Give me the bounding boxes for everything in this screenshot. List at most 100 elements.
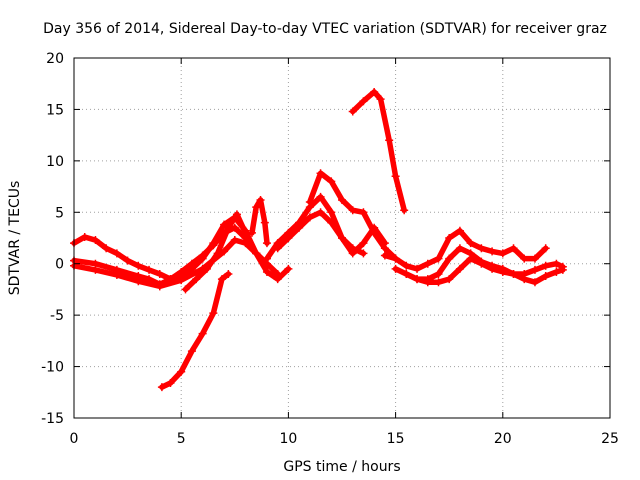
data-point (391, 172, 400, 181)
data-point (224, 270, 233, 278)
data-point (181, 285, 190, 294)
series-arc-11 (382, 228, 549, 272)
data-point (391, 254, 400, 263)
data-point (316, 192, 325, 201)
data-point (477, 244, 486, 253)
y-tick-label: -5 (50, 308, 64, 324)
data-point (273, 270, 282, 278)
y-tick-label: 0 (55, 257, 64, 273)
data-point (359, 208, 368, 217)
y-tick-label: 10 (46, 154, 64, 170)
data-point (370, 228, 379, 237)
y-tick-labels: -15 -10 -5 0 5 10 15 20 (41, 51, 64, 427)
data-point (348, 206, 357, 215)
x-tick-labels: 0 5 10 15 20 25 (70, 431, 619, 447)
data-point (359, 249, 368, 258)
data-point (434, 254, 443, 263)
data-point (520, 275, 529, 284)
data-point (488, 264, 497, 273)
data-point (455, 244, 464, 253)
data-point (305, 213, 314, 222)
data-point (247, 228, 256, 237)
y-tick-label: 5 (55, 205, 64, 221)
data-point (155, 282, 164, 291)
x-tick-label: 5 (177, 431, 186, 447)
data-point (192, 275, 201, 284)
data-point (423, 278, 432, 287)
y-tick-label: -15 (41, 411, 64, 427)
data-point (413, 275, 422, 284)
y-tick-label: 15 (46, 102, 64, 118)
data-point (305, 198, 314, 206)
data-point (145, 265, 154, 274)
plot-frame (73, 57, 611, 419)
data-point (316, 208, 325, 217)
data-series (70, 87, 567, 392)
data-point (359, 97, 368, 106)
x-tick-label: 0 (70, 431, 79, 447)
data-point (295, 223, 304, 232)
data-point (376, 95, 385, 104)
data-point (380, 244, 389, 253)
data-point (391, 264, 400, 273)
data-point (198, 251, 207, 260)
y-tick-label: -10 (41, 360, 64, 376)
data-point (177, 367, 186, 376)
data-point (220, 220, 229, 229)
data-point (230, 236, 239, 245)
data-point (134, 261, 143, 270)
data-point (477, 259, 486, 268)
x-tick-label: 15 (387, 431, 405, 447)
data-point (327, 208, 336, 217)
data-point (256, 195, 265, 204)
data-point (260, 218, 269, 227)
data-point (552, 259, 561, 268)
data-point (273, 244, 282, 253)
data-point (177, 267, 186, 276)
data-point (402, 270, 411, 278)
series-arc-4 (159, 271, 232, 390)
data-point (155, 270, 164, 278)
data-point (530, 254, 539, 263)
data-point (348, 107, 357, 116)
data-point (455, 264, 464, 273)
data-point (445, 254, 454, 263)
data-point (262, 239, 271, 248)
data-point (102, 244, 111, 253)
data-point (123, 256, 132, 265)
data-point (509, 270, 518, 278)
data-point (224, 223, 233, 232)
data-point (509, 244, 518, 253)
data-point (284, 264, 293, 273)
data-point (498, 267, 507, 276)
data-point (213, 249, 222, 258)
data-point (370, 87, 379, 96)
data-point (434, 270, 443, 278)
data-point (187, 347, 196, 356)
data-point (541, 272, 550, 281)
data-point (348, 244, 357, 253)
data-point (455, 226, 464, 235)
data-point (541, 244, 550, 253)
data-point (262, 267, 271, 276)
data-point (385, 136, 394, 145)
data-point (262, 254, 271, 263)
data-point (530, 278, 539, 287)
series-arc-2 (71, 224, 270, 288)
data-point (400, 206, 409, 215)
data-point (498, 249, 507, 258)
x-tick-label: 10 (279, 431, 297, 447)
data-point (157, 383, 166, 392)
data-point (488, 247, 497, 256)
data-point (338, 234, 346, 242)
data-point (413, 264, 422, 273)
data-point (252, 203, 261, 212)
data-point (252, 249, 261, 258)
data-point (359, 239, 368, 248)
data-point (530, 265, 539, 274)
data-point (445, 234, 454, 242)
data-point (380, 251, 389, 260)
data-point (466, 239, 475, 248)
data-point (112, 271, 121, 280)
data-point (232, 210, 241, 219)
